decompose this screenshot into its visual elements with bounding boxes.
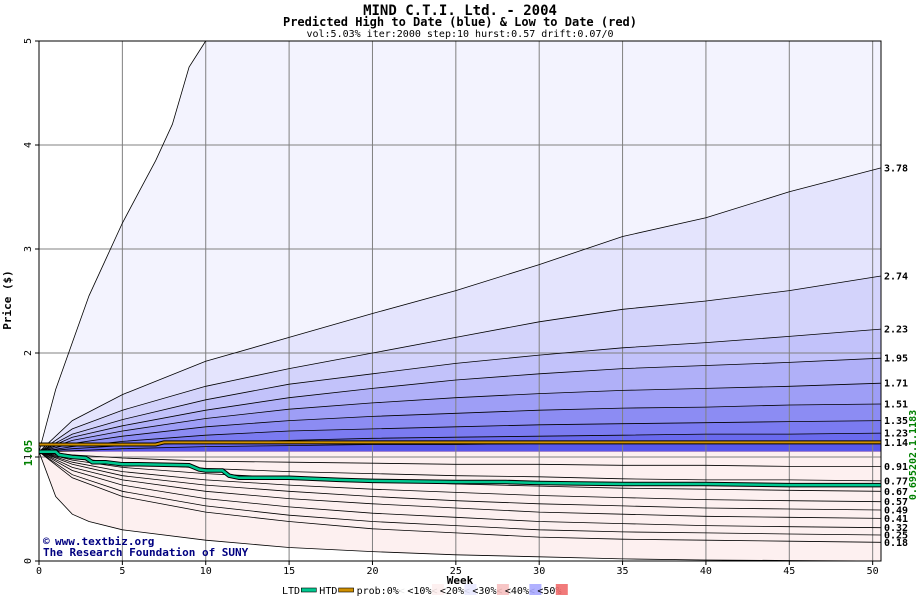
band-line <box>38 382 882 453</box>
legend-swatch <box>399 584 412 595</box>
band-end-label: 1.51 <box>884 399 908 410</box>
band-line <box>38 451 882 536</box>
band-end-labels: 3.78 2.74 2.23 1.95 1.71 1.51 1.35 1.231.14 0.91… <box>884 163 908 548</box>
band-line <box>38 451 881 467</box>
x-tick-label: 50 <box>867 566 879 577</box>
credit-website: www.textbiz.org <box>55 535 154 548</box>
x-axis-label: Week <box>447 574 474 587</box>
y-axis-label: Price ($) <box>1 270 14 330</box>
probability-bands <box>39 41 881 561</box>
band-end-label: 2.74 <box>884 272 908 283</box>
band-end-label: 0.25 <box>884 531 908 542</box>
band-line <box>38 420 882 453</box>
y-tick-label: 2 <box>23 350 34 356</box>
legend-label: <30%< <box>472 586 502 597</box>
band-end-label: 1.71 <box>884 379 908 390</box>
grid <box>39 41 881 561</box>
legend-swatch <box>496 584 509 595</box>
x-tick-label: 30 <box>533 566 545 577</box>
legend-line-swatch <box>300 587 317 593</box>
y-axis-ticks: 0 1 2 3 4 5 <box>23 38 39 564</box>
chart-params: vol:5.03% iter:2000 step:10 hurst:0.57 d… <box>306 29 613 40</box>
legend-swatch <box>555 584 568 595</box>
x-tick-label: 20 <box>366 566 378 577</box>
band-end-label: 0.91 <box>884 462 908 473</box>
band-line <box>38 451 882 511</box>
legend-label: LTD <box>282 586 300 597</box>
legend-label: <20%< <box>440 586 470 597</box>
band-end-label: 1.14 <box>884 438 908 449</box>
legend-label: <40%< <box>505 586 535 597</box>
high-band-fill <box>39 442 881 452</box>
y-tick-label: 3 <box>23 246 34 252</box>
htd-line <box>39 441 881 446</box>
copyright-icon: © <box>43 535 50 548</box>
band-end-label: 0.18 <box>884 538 908 549</box>
band-end-label: 0.49 <box>884 506 908 517</box>
band-line <box>38 451 882 519</box>
band-end-label: 0.77 <box>884 476 908 487</box>
x-tick-label: 45 <box>783 566 795 577</box>
band-line <box>38 275 882 453</box>
credits: © www.textbiz.org The Research Foundatio… <box>43 535 249 559</box>
legend-swatch <box>431 584 444 595</box>
legend-swatch <box>464 584 477 595</box>
plot-area <box>38 40 882 562</box>
credit-org: The Research Foundation of SUNY <box>43 546 249 559</box>
chart-subtitle: Predicted High to Date (blue) & Low to D… <box>283 15 637 29</box>
legend: LTD HTD prob:0%< <10%< <20%< <30%< <40%< <50% <box>282 584 568 597</box>
y-tick-label: 4 <box>23 142 34 148</box>
band-end-label: 3.78 <box>884 163 908 174</box>
y-tick-label: 5 <box>23 38 34 44</box>
x-tick-label: 25 <box>450 566 462 577</box>
band-end-label: 1.23 <box>884 429 908 440</box>
x-axis-ticks: 0 5 10 15 20 25 30 35 40 45 50 <box>36 561 879 577</box>
band-line <box>38 40 207 452</box>
start-price-label: 1.05 <box>22 440 35 467</box>
ltd-line <box>39 450 881 487</box>
legend-label: <10%< <box>407 586 437 597</box>
legend-line-swatch <box>338 587 354 593</box>
band-end-label: 1.95 <box>884 354 908 365</box>
x-tick-label: 0 <box>36 566 42 577</box>
band-line <box>38 167 882 453</box>
band-end-label: 0.57 <box>884 497 908 508</box>
band-end-label: 0.32 <box>884 523 908 534</box>
chart-title: MIND C.T.I. Ltd. - 2004 <box>363 3 557 19</box>
band-line <box>38 403 882 453</box>
y-tick-label: 1 <box>23 454 34 460</box>
band-line <box>38 451 882 529</box>
legend-label: prob:0%< <box>357 586 405 597</box>
plot-frame <box>38 40 882 562</box>
band-line <box>38 451 882 562</box>
band-end-label: 0.67 <box>884 487 908 498</box>
y-tick-label: 0 <box>23 558 34 564</box>
x-tick-label: 35 <box>617 566 629 577</box>
legend-swatch <box>529 584 542 595</box>
band-line <box>38 357 882 453</box>
band-end-label: 1.35 <box>884 416 908 427</box>
right-side-label: 0.695202.1.1183 <box>908 410 919 500</box>
x-tick-label: 40 <box>700 566 712 577</box>
band-end-label: 2.23 <box>884 325 908 336</box>
x-tick-label: 5 <box>119 566 125 577</box>
price-series <box>39 440 881 488</box>
legend-label: HTD <box>319 586 337 597</box>
x-tick-label: 10 <box>200 566 212 577</box>
below-band-fill <box>39 451 881 561</box>
legend-label: <50% <box>537 586 561 597</box>
x-tick-label: 15 <box>283 566 295 577</box>
band-line <box>38 328 882 453</box>
band-line <box>38 451 882 503</box>
band-end-label: 0.41 <box>884 514 908 525</box>
band-line <box>38 451 882 543</box>
